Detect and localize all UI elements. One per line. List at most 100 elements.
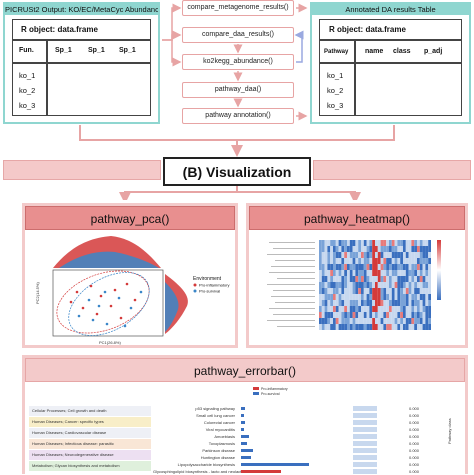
- heatmap-cell: [352, 264, 356, 270]
- heatmap-cell: [389, 318, 392, 324]
- heatmap-cell: [428, 246, 431, 252]
- heatmap-cell: [414, 276, 417, 282]
- heatmap-cell: [380, 312, 384, 318]
- errorbar-row: Toxoplasmosis 0.000: [153, 441, 453, 447]
- heatmap-cell: [352, 252, 356, 258]
- heatmap-cell: [344, 318, 347, 324]
- heatmap-cell: [335, 270, 339, 276]
- heatmap-cell: [366, 282, 370, 288]
- heatmap-cell: [341, 318, 345, 324]
- heatmap-cell: [361, 258, 364, 264]
- heatmap-cell: [366, 324, 370, 330]
- heatmap-cell: [327, 270, 331, 276]
- heatmap-cell: [397, 312, 401, 318]
- heatmap-cell: [352, 306, 356, 312]
- heatmap-cell: [341, 282, 345, 288]
- heatmap-cell: [425, 282, 429, 288]
- heatmap-cell: [341, 300, 345, 306]
- heatmap-cell: [375, 246, 378, 252]
- heatmap-cell: [358, 258, 361, 264]
- heatmap-cell: [417, 240, 420, 246]
- heatmap-cell: [333, 282, 336, 288]
- heatmap-cell: [349, 318, 353, 324]
- heatmap-cell: [391, 294, 395, 300]
- heatmap-cell: [358, 306, 361, 312]
- pca-ellipse-red: [56, 270, 150, 334]
- heatmap-cell: [375, 324, 378, 330]
- heatmap-cell: [319, 306, 322, 312]
- heatmap-cell: [372, 240, 375, 246]
- heatmap-cell: [386, 300, 389, 306]
- visualization-band-right: [313, 160, 471, 180]
- heatmap-cell: [341, 312, 345, 318]
- heatmap-cell: [352, 240, 356, 246]
- heatmap-cell: [355, 276, 359, 282]
- heatmap-cell: [405, 312, 409, 318]
- heatmap-cell: [361, 318, 364, 324]
- errorbar-bar: [241, 407, 245, 410]
- heatmap-cell: [417, 270, 420, 276]
- heatmap-cell: [321, 246, 325, 252]
- heatmap-cell: [355, 258, 359, 264]
- heatmap-cell: [411, 264, 415, 270]
- heatmap-cell: [369, 318, 373, 324]
- heatmap-cell: [324, 246, 328, 252]
- errorbar-diff-box: [353, 427, 377, 432]
- heatmap-cell: [389, 306, 392, 312]
- heatmap-cell: [330, 276, 333, 282]
- heatmap-cell: [419, 246, 423, 252]
- heatmap-cell: [369, 270, 373, 276]
- heatmap-cell: [419, 324, 423, 330]
- heatmap-cell: [414, 312, 417, 318]
- errorbar-legend: Pro-inflammatory Pro-survival: [253, 386, 288, 396]
- heatmap-cell: [425, 246, 429, 252]
- heatmap-cell: [372, 294, 375, 300]
- output-dataframe: R object: data.frame Pathway name class …: [319, 19, 462, 116]
- heatmap-cell: [372, 282, 375, 288]
- input-panel-header: PICRUSt2 Output: KO/EC/MetaCyc Abundance: [5, 4, 158, 15]
- heatmap-cell: [321, 240, 325, 246]
- heatmap-cell: [414, 306, 417, 312]
- heatmap-cell: [355, 300, 359, 306]
- heatmap-cell: [366, 306, 370, 312]
- heatmap-cell: [403, 246, 406, 252]
- heatmap-cell: [338, 294, 342, 300]
- heatmap-cell: [319, 312, 322, 318]
- heatmap-cell: [386, 258, 389, 264]
- heatmap-cell: [355, 282, 359, 288]
- heatmap-cell: [419, 258, 423, 264]
- input-col-sp1b: Sp_1: [88, 47, 105, 54]
- heatmap-cell: [422, 300, 426, 306]
- input-df-col-divider: [46, 40, 48, 115]
- heatmap-cell: [327, 294, 331, 300]
- heatmap-cell: [321, 312, 325, 318]
- heatmap-cell: [394, 318, 398, 324]
- heatmap-cell: [349, 258, 353, 264]
- heatmap-cell: [411, 252, 415, 258]
- heatmap-cell: [397, 240, 401, 246]
- heatmap-cell: [358, 312, 361, 318]
- heatmap-cells: [319, 240, 431, 330]
- step-compare-daa: compare_daa_results(): [182, 27, 294, 43]
- heatmap-cell: [369, 300, 373, 306]
- heatmap-cell: [349, 270, 353, 276]
- heatmap-cell: [344, 276, 347, 282]
- heatmap-cell: [330, 246, 333, 252]
- heatmap-cell: [417, 252, 420, 258]
- heatmap-cell: [341, 258, 345, 264]
- heatmap-cell: [414, 282, 417, 288]
- heatmap-cell: [338, 300, 342, 306]
- heatmap-cell: [419, 276, 423, 282]
- output-col-pathway: Pathway: [324, 49, 349, 55]
- heatmap-cell: [358, 300, 361, 306]
- heatmap-cell: [375, 276, 378, 282]
- heatmap-cell: [408, 300, 412, 306]
- heatmap-cell: [400, 264, 403, 270]
- heatmap-cell: [411, 294, 415, 300]
- heatmap-cell: [349, 312, 353, 318]
- heatmap-cell: [341, 270, 345, 276]
- pca-ellipse-blue: [68, 272, 150, 336]
- heatmap-cell: [324, 300, 328, 306]
- heatmap-cell: [403, 288, 406, 294]
- heatmap-cell: [389, 324, 392, 330]
